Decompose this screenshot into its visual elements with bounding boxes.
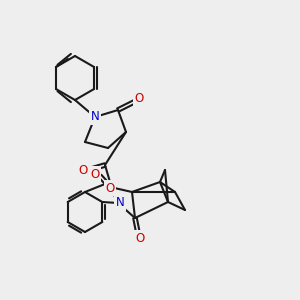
Text: O: O <box>135 232 145 244</box>
Text: O: O <box>78 164 88 176</box>
Text: O: O <box>90 167 100 181</box>
Text: N: N <box>116 196 124 209</box>
Text: O: O <box>134 92 144 106</box>
Text: N: N <box>91 110 99 124</box>
Text: O: O <box>105 182 115 194</box>
